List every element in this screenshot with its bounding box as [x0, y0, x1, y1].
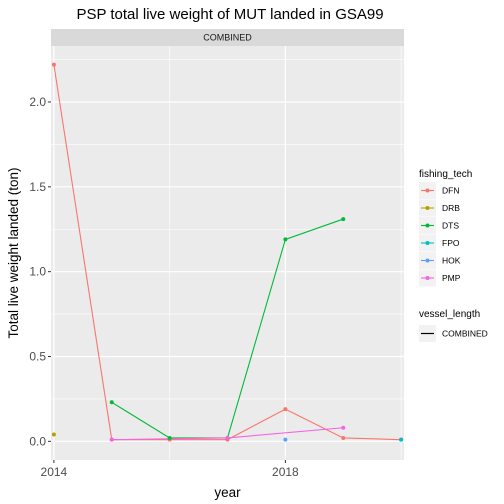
- legend-key-point-pmp: [425, 276, 430, 280]
- data-point-dfn: [341, 435, 346, 440]
- legend-key-point-drb: [425, 206, 430, 210]
- legend-label-fpo: FPO: [442, 238, 460, 248]
- legend: fishing_tech DFN DRB DTS FPO HOK PMP vessel_l…: [419, 169, 488, 342]
- y-axis-title: Total live weight landed (ton): [6, 167, 21, 338]
- y-tick-label: 0.5: [29, 350, 46, 364]
- legend-title: fishing_tech: [419, 169, 472, 180]
- data-point-drb: [51, 432, 56, 437]
- data-point-pmp: [109, 437, 114, 442]
- legend2-title: vessel_length: [419, 309, 480, 320]
- x-tick-label: 2014: [41, 465, 68, 479]
- data-point-fpo: [399, 437, 404, 442]
- legend-label-dfn: DFN: [442, 186, 459, 196]
- legend-label-pmp: PMP: [442, 273, 461, 283]
- data-point-pmp: [341, 425, 346, 430]
- data-point-dfn: [51, 62, 56, 67]
- plot-panel: [51, 46, 404, 460]
- legend-key-point-dfn: [425, 188, 430, 193]
- y-tick-label: 1.0: [29, 265, 46, 279]
- data-point-dts: [167, 435, 172, 440]
- legend-label-hok: HOK: [442, 256, 461, 266]
- data-point-hok: [283, 437, 288, 442]
- data-point-dfn: [283, 407, 288, 412]
- data-point-dts: [109, 400, 114, 405]
- chart-title: PSP total live weight of MUT landed in G…: [76, 6, 383, 23]
- grid-major: [51, 46, 404, 460]
- y-axis: 0.0 0.5 1.0 1.5 2.0: [29, 95, 51, 448]
- legend-key-point-hok: [425, 258, 430, 263]
- y-tick-label: 1.5: [29, 180, 46, 194]
- data-point-dts: [283, 237, 288, 242]
- series-points: [51, 62, 404, 442]
- facet-strip-label: COMBINED: [203, 33, 252, 43]
- x-tick-label: 2018: [272, 465, 299, 479]
- legend-key-point-fpo: [425, 241, 430, 245]
- facet-strip: [51, 29, 404, 46]
- data-point-dts: [341, 217, 346, 222]
- y-tick-label: 2.0: [29, 95, 46, 109]
- legend-label-drb: DRB: [442, 203, 460, 213]
- legend2-label: COMBINED: [442, 329, 488, 339]
- grid-minor: [51, 46, 404, 460]
- legend-key-point-dts: [425, 223, 430, 228]
- legend-label-dts: DTS: [442, 221, 459, 231]
- data-point-pmp: [225, 435, 230, 440]
- x-axis-title: year: [214, 485, 241, 500]
- y-tick-label: 0.0: [29, 434, 46, 448]
- x-axis: 2014 2018: [41, 460, 299, 479]
